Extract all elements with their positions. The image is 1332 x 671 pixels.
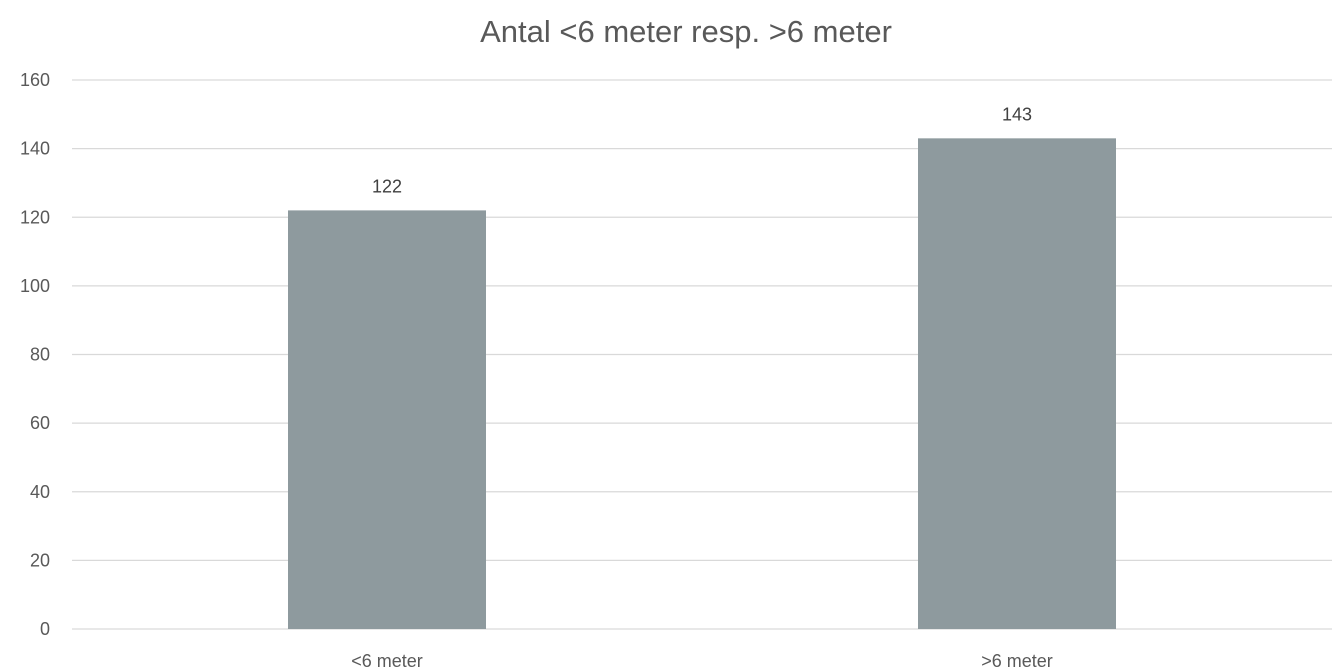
y-tick-label: 80	[30, 345, 50, 365]
y-tick-label: 40	[30, 482, 50, 502]
y-tick-label: 20	[30, 550, 50, 570]
bars	[288, 138, 1116, 630]
y-tick-label: 100	[20, 276, 50, 296]
x-tick-label: >6 meter	[981, 651, 1053, 671]
gridlines	[72, 79, 1332, 630]
x-tick-label: <6 meter	[351, 651, 423, 671]
y-axis-tick-labels: 0 20 40 60 80 100 120 140 160	[20, 70, 50, 639]
y-tick-label: 160	[20, 70, 50, 90]
bar	[288, 210, 486, 629]
y-tick-label: 0	[40, 619, 50, 639]
bar	[918, 138, 1116, 630]
x-axis-tick-labels: <6 meter >6 meter	[351, 651, 1053, 671]
y-tick-label: 120	[20, 207, 50, 227]
y-tick-label: 140	[20, 139, 50, 159]
y-tick-label: 60	[30, 413, 50, 433]
bar-data-label: 122	[372, 176, 402, 196]
data-labels: 122 143	[372, 104, 1032, 196]
chart-title: Antal <6 meter resp. >6 meter	[480, 14, 892, 49]
bar-data-label: 143	[1002, 104, 1032, 124]
